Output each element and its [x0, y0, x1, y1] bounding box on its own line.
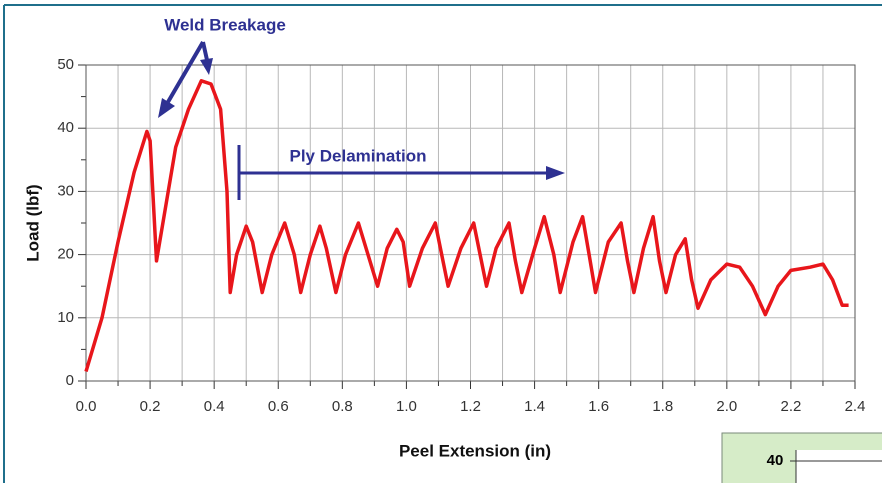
y-tick-label: 50: [57, 56, 74, 73]
y-tick-label: 20: [57, 246, 74, 263]
x-tick-label: 1.6: [588, 398, 609, 415]
x-tick-label: 1.2: [460, 398, 481, 415]
y-axis-label: Load (lbf): [23, 184, 42, 261]
inset-plot: [796, 450, 882, 483]
inset: 40: [721, 432, 882, 483]
x-tick-label: 0.4: [204, 398, 225, 415]
x-tick-label: 2.4: [845, 398, 866, 415]
y-tick-label: 30: [57, 182, 74, 199]
x-tick-label: 1.0: [396, 398, 417, 415]
x-axis-label: Peel Extension (in): [399, 441, 551, 460]
y-tick-label: 40: [57, 119, 74, 136]
x-tick-label: 0.2: [140, 398, 161, 415]
x-tick-label: 1.4: [524, 398, 545, 415]
x-tick-label: 2.2: [780, 398, 801, 415]
y-tick-label: 0: [66, 372, 74, 389]
ply-arrow: [237, 145, 565, 200]
plot-border: [85, 64, 856, 382]
y-tick-label: 10: [57, 309, 74, 326]
data-line: [84, 79, 849, 372]
weld-arrows: [158, 40, 213, 118]
annotation: Ply Delamination: [290, 146, 427, 165]
x-tick-label: 2.0: [716, 398, 737, 415]
x-tick-label: 0.0: [76, 398, 97, 415]
x-tick-label: 0.8: [332, 398, 353, 415]
plot: 0.0 0.2 0.4 0.6 0.8 1.0 1.2 1.4 1.6 1.8 2.0 2.2 2.4 0…: [57, 56, 865, 415]
inset-tick-label: 40: [767, 452, 784, 469]
annotation: Weld Breakage: [164, 15, 286, 34]
x-tick-label: 0.6: [268, 398, 289, 415]
x-tick-label: 1.8: [652, 398, 673, 415]
